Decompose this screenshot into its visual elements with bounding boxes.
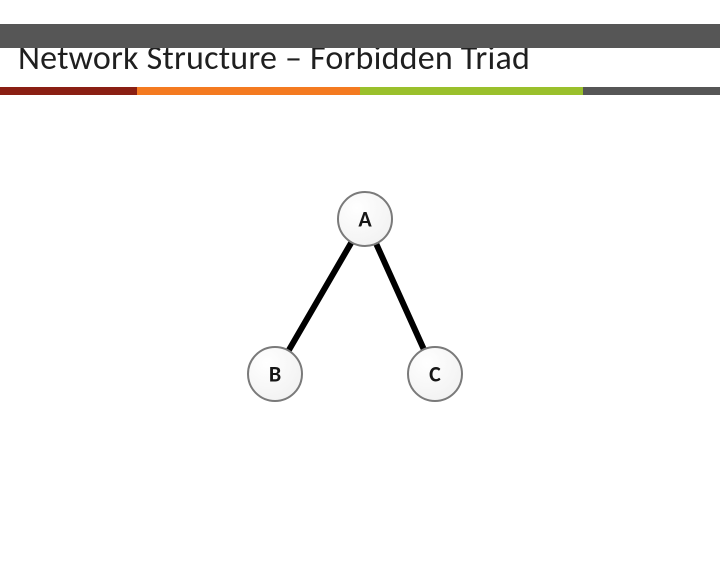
node-label-A: A	[358, 206, 372, 233]
node-label-C: C	[429, 361, 441, 388]
triad-svg: A B C	[220, 184, 510, 414]
accent-bar	[0, 87, 720, 95]
edge-A-B	[288, 241, 353, 353]
accent-segment	[137, 87, 360, 95]
edge-A-C	[375, 242, 424, 351]
accent-segment	[583, 87, 720, 95]
triad-diagram: A B C	[220, 184, 510, 414]
slide: Network Structure – Forbidden Triad ABC	[0, 24, 720, 564]
accent-segment	[360, 87, 583, 95]
accent-segment	[0, 87, 137, 95]
node-label-B: B	[269, 361, 281, 388]
top-bar	[0, 24, 720, 48]
